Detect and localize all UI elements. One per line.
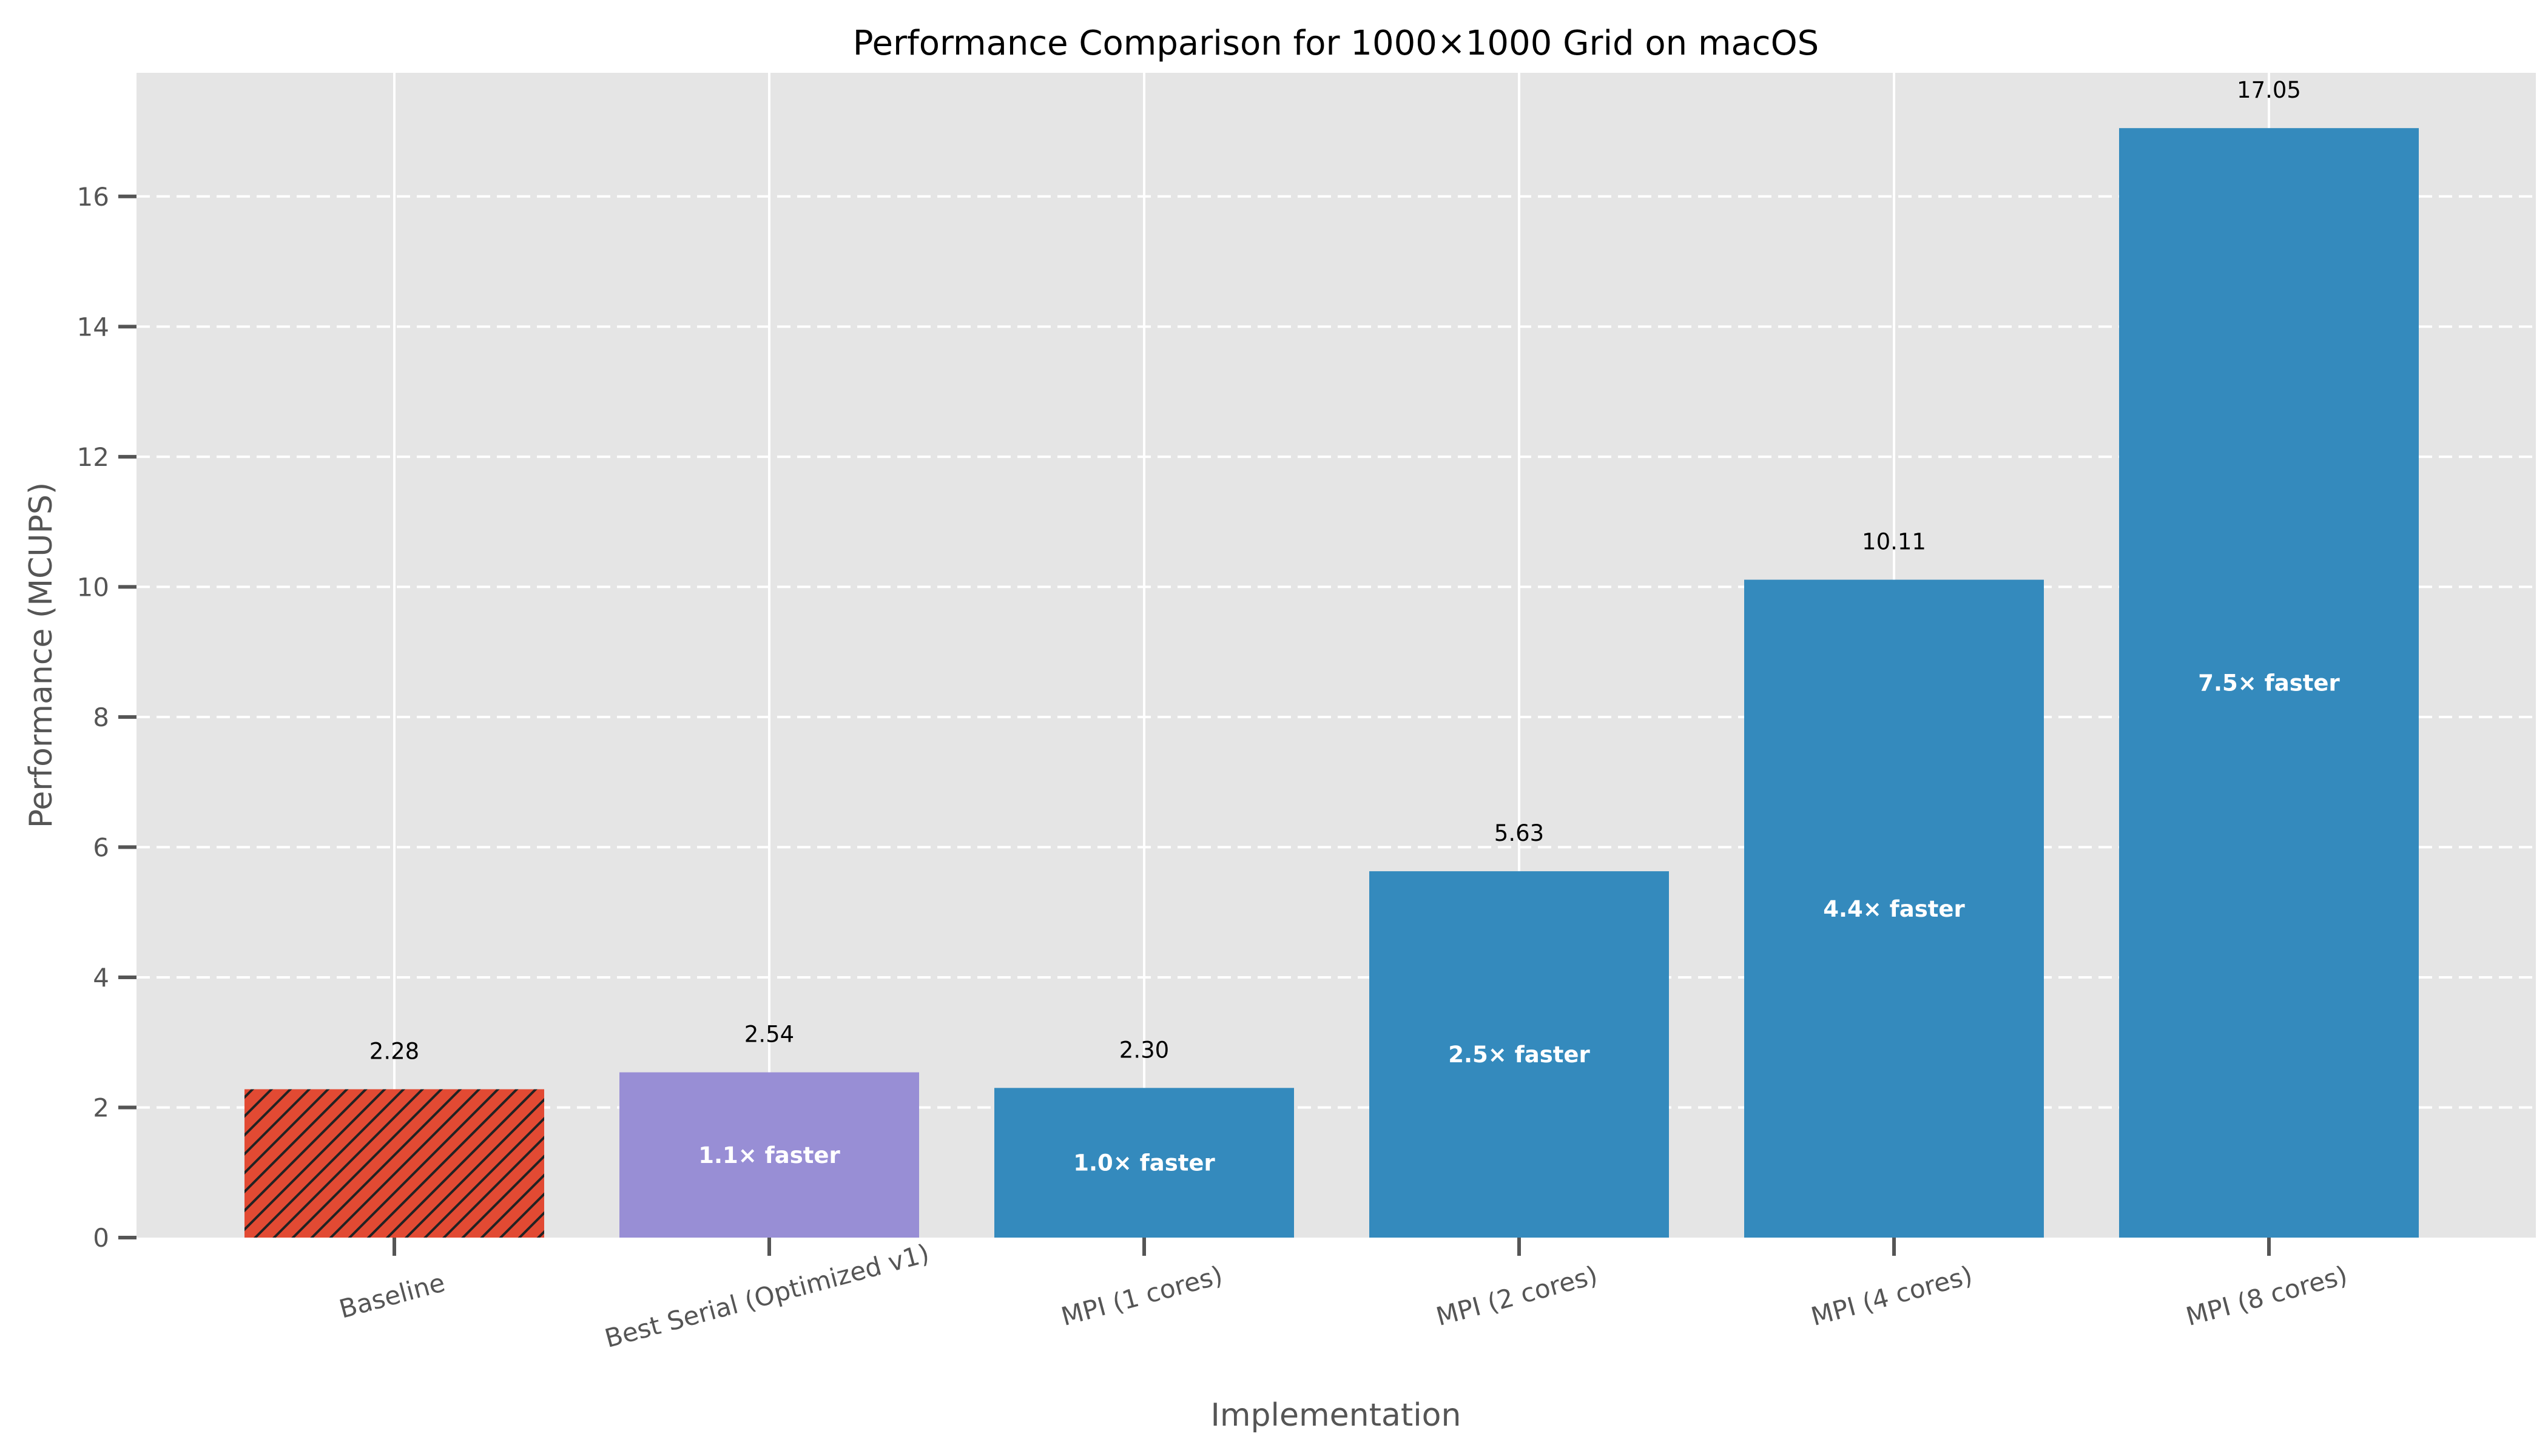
x-tick-label: Best Serial (Optimized v1): [602, 1238, 932, 1353]
bar-value-label: 2.30: [1119, 1037, 1169, 1063]
y-axis-label: Performance (MCUPS): [23, 482, 59, 828]
y-tick-label: 16: [77, 182, 109, 212]
bar-speedup-label: 7.5× faster: [2198, 670, 2340, 696]
bar-speedup-label: 1.0× faster: [1073, 1150, 1215, 1176]
bar-value-label: 17.05: [2237, 77, 2301, 103]
x-tick-label: Baseline: [336, 1267, 448, 1324]
x-tick-label: MPI (8 cores): [2183, 1260, 2350, 1332]
bar: [1744, 579, 2044, 1238]
y-tick-label: 2: [93, 1093, 109, 1122]
bar-speedup-label: 2.5× faster: [1448, 1042, 1590, 1068]
bar-speedup-label: 1.1× faster: [698, 1142, 840, 1168]
y-tick-label: 6: [93, 832, 109, 862]
bar: [994, 1088, 1294, 1238]
y-tick-label: 10: [77, 572, 109, 602]
bar: [619, 1072, 919, 1238]
bar: [244, 1089, 544, 1238]
x-tick-label: MPI (1 cores): [1058, 1260, 1225, 1332]
y-tick-label: 8: [93, 703, 109, 732]
x-tick-label: MPI (4 cores): [1808, 1260, 1975, 1332]
x-axis: Baseline Best Serial (Optimized v1) MPI (1…: [336, 1238, 2350, 1353]
bar-value-label: 5.63: [1494, 820, 1544, 846]
bar-value-label: 2.54: [744, 1022, 794, 1048]
chart-title: Performance Comparison for 1000×1000 Gri…: [853, 24, 1819, 63]
x-tick-label: MPI (2 cores): [1433, 1260, 1600, 1332]
y-tick-label: 12: [77, 442, 109, 472]
y-tick-label: 0: [93, 1223, 109, 1253]
y-axis: 0 2 4 6 8 10 12 14 16: [77, 182, 136, 1253]
y-tick-label: 14: [77, 312, 109, 342]
bar-value-label: 10.11: [1862, 529, 1926, 555]
bars: 2.28 2.54 1.1× faster 2.30 1.0× faster 5.63 2.…: [244, 77, 2419, 1238]
bar-value-label: 2.28: [369, 1038, 419, 1064]
bar-speedup-label: 4.4× faster: [1823, 896, 1965, 922]
bar: [2119, 128, 2419, 1238]
bar: [1369, 871, 1669, 1238]
x-axis-label: Implementation: [1211, 1397, 1461, 1434]
y-tick-label: 4: [93, 963, 109, 993]
